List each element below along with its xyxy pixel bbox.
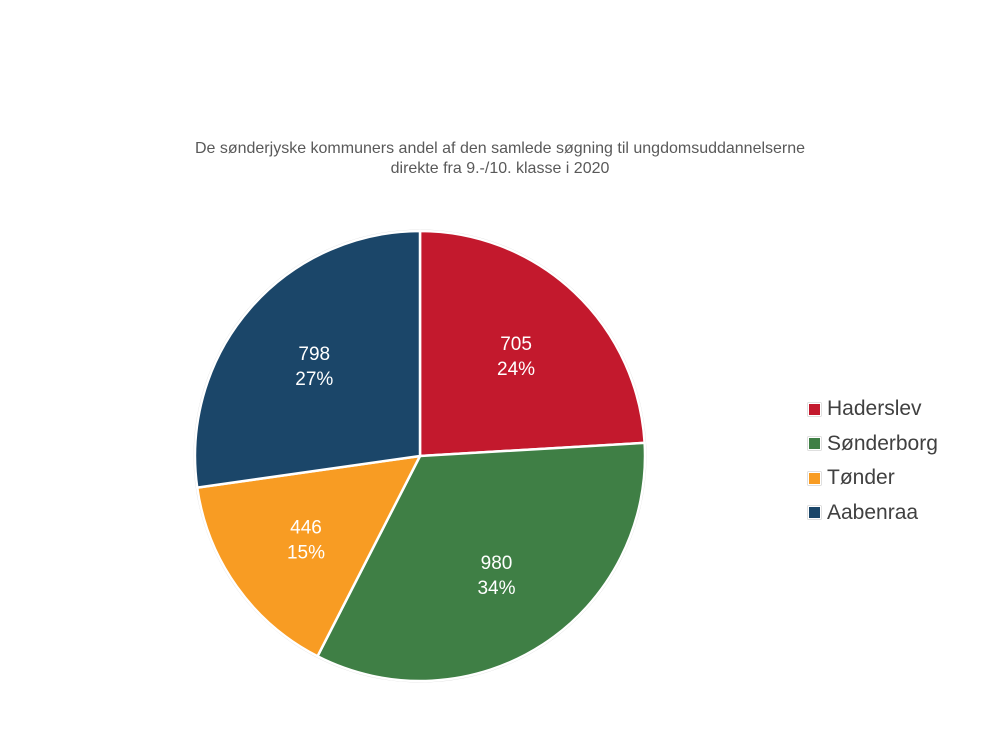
chart-title-line-2: direkte fra 9.-/10. klasse i 2020 [390, 160, 610, 177]
data-label-value-sonderborg: 980 [481, 553, 513, 574]
data-label-percent-sonderborg: 34% [477, 578, 515, 599]
legend-item-sonderborg: Sønderborg [808, 427, 938, 462]
legend-swatch-sonderborg [808, 437, 821, 451]
legend-swatch-tonder [808, 471, 821, 485]
legend-item-aabenraa: Aabenraa [808, 496, 938, 531]
pie-slice-tonder [195, 454, 422, 658]
data-label-percent-haderslev: 24% [497, 359, 535, 380]
legend-label-tonder: Tønder [827, 466, 895, 490]
data-label-percent-aabenraa: 27% [295, 369, 333, 390]
data-label-value-tonder: 446 [290, 517, 322, 538]
legend: Haderslev Sønderborg Tønder Aabenraa [808, 392, 938, 530]
chart-title: De sønderjyske kommuners andel af den sa… [0, 139, 1000, 179]
legend-swatch-haderslev [808, 402, 821, 416]
data-label-value-haderslev: 705 [500, 334, 532, 355]
legend-label-aabenraa: Aabenraa [827, 500, 919, 524]
legend-label-haderslev: Haderslev [827, 397, 922, 421]
legend-item-tonder: Tønder [808, 461, 938, 496]
pie-slice-haderslev [418, 229, 646, 458]
pie-slice-sonderborg [316, 441, 647, 683]
data-label-percent-tonder: 15% [287, 542, 325, 563]
legend-label-sonderborg: Sønderborg [827, 431, 938, 455]
pie-slice-aabenraa [193, 229, 422, 489]
legend-item-haderslev: Haderslev [808, 392, 938, 427]
chart-title-line-1: De sønderjyske kommuners andel af den sa… [194, 140, 806, 157]
data-label-value-aabenraa: 798 [298, 344, 330, 365]
legend-swatch-aabenraa [808, 506, 821, 520]
